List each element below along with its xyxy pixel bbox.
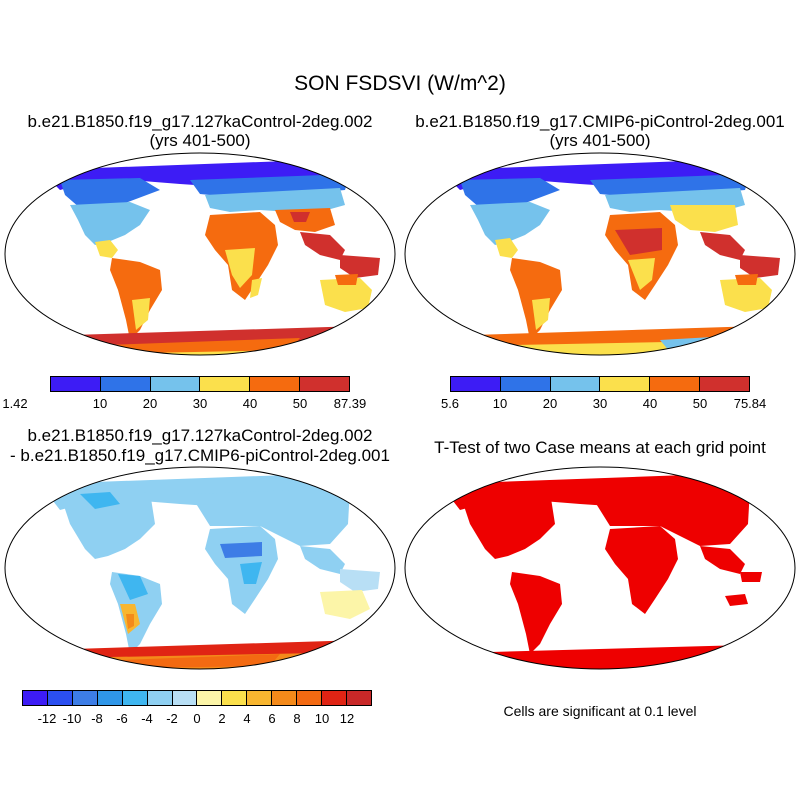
panel-3-map	[4, 466, 396, 670]
colorbar-tick-label: 30	[192, 396, 208, 411]
colorbar-tick-label: 50	[692, 396, 708, 411]
colorbar-tick-label: -12	[37, 711, 57, 726]
colorbar-swatch	[700, 377, 749, 391]
panel-1-map	[4, 152, 396, 356]
panel-3-colorbar	[22, 690, 372, 706]
colorbar-swatch	[100, 377, 151, 391]
colorbar-tick-label: -10	[62, 711, 82, 726]
colorbar-swatch	[247, 691, 273, 705]
colorbar-tick-label: 12	[339, 711, 355, 726]
colorbar-tick-label: -4	[141, 711, 153, 726]
colorbar-swatch	[451, 377, 501, 391]
colorbar-swatch	[122, 691, 148, 705]
colorbar-swatch	[650, 377, 701, 391]
panel-1-title-line-1: b.e21.B1850.f19_g17.127kaControl-2deg.00…	[27, 112, 373, 131]
panel-2-map	[404, 152, 796, 356]
colorbar-swatch	[300, 377, 349, 391]
panel-1-title-line-2: (yrs 401-500)	[149, 131, 251, 150]
panel-2-colorbar	[450, 376, 750, 392]
colorbar-tick-label: 5.6	[440, 396, 460, 411]
panel-3-title-line-1: b.e21.B1850.f19_g17.127kaControl-2deg.00…	[27, 426, 373, 445]
colorbar-tick-label: 10	[492, 396, 508, 411]
panel-3-colorbar-labels: -12 -10 -8 -6 -4 -2 0 2 4 6 8 10 12	[22, 711, 372, 727]
colorbar-tick-label: 4	[243, 711, 251, 726]
significance-note: Cells are significant at 0.1 level	[503, 703, 697, 719]
colorbar-swatch	[147, 691, 173, 705]
colorbar-tick-label: 8	[293, 711, 301, 726]
colorbar-swatch	[322, 691, 347, 705]
colorbar-swatch	[172, 691, 198, 705]
colorbar-swatch	[150, 377, 201, 391]
colorbar-tick-label: 6	[268, 711, 276, 726]
colorbar-swatch	[500, 377, 551, 391]
colorbar-swatch	[250, 377, 301, 391]
colorbar-tick-label: 20	[542, 396, 558, 411]
panel-1-colorbar-labels: 1.42 10 20 30 40 50 87.39	[2, 396, 366, 412]
colorbar-tick-label: 0	[193, 711, 201, 726]
colorbar-tick-label: -8	[91, 711, 103, 726]
panel-2-colorbar-labels: 5.6 10 20 30 40 50 75.84	[441, 396, 766, 412]
colorbar-tick-label: 87.39	[333, 396, 367, 411]
colorbar-swatch	[47, 691, 73, 705]
colorbar-swatch	[297, 691, 323, 705]
colorbar-tick-label: 30	[592, 396, 608, 411]
colorbar-tick-label: 2	[218, 711, 226, 726]
colorbar-swatch	[72, 691, 98, 705]
colorbar-swatch	[51, 377, 101, 391]
figure-title: SON FSDSVI (W/m^2)	[294, 72, 506, 95]
colorbar-tick-label: 75.84	[733, 396, 767, 411]
colorbar-tick-label: 10	[92, 396, 108, 411]
colorbar-swatch	[272, 691, 298, 705]
panel-3-title-line-2: - b.e21.B1850.f19_g17.CMIP6-piControl-2d…	[10, 446, 390, 465]
panel-4-title: T-Test of two Case means at each grid po…	[434, 438, 766, 457]
colorbar-swatch	[200, 377, 251, 391]
colorbar-tick-label: 40	[242, 396, 258, 411]
colorbar-swatch	[197, 691, 223, 705]
colorbar-swatch	[600, 377, 651, 391]
colorbar-tick-label: 1.42	[2, 396, 28, 411]
panel-1-colorbar	[50, 376, 350, 392]
colorbar-tick-label: 20	[142, 396, 158, 411]
colorbar-swatch	[97, 691, 123, 705]
panel-2-title-line-1: b.e21.B1850.f19_g17.CMIP6-piControl-2deg…	[415, 112, 785, 131]
colorbar-tick-label: 50	[292, 396, 308, 411]
colorbar-tick-label: 40	[642, 396, 658, 411]
colorbar-swatch	[222, 691, 248, 705]
colorbar-tick-label: -6	[116, 711, 128, 726]
colorbar-tick-label: 10	[314, 711, 330, 726]
panel-4-map	[404, 466, 796, 670]
colorbar-tick-label: -2	[166, 711, 178, 726]
panel-2-title-line-2: (yrs 401-500)	[549, 131, 651, 150]
colorbar-swatch	[550, 377, 601, 391]
colorbar-swatch	[23, 691, 48, 705]
colorbar-swatch	[346, 691, 371, 705]
